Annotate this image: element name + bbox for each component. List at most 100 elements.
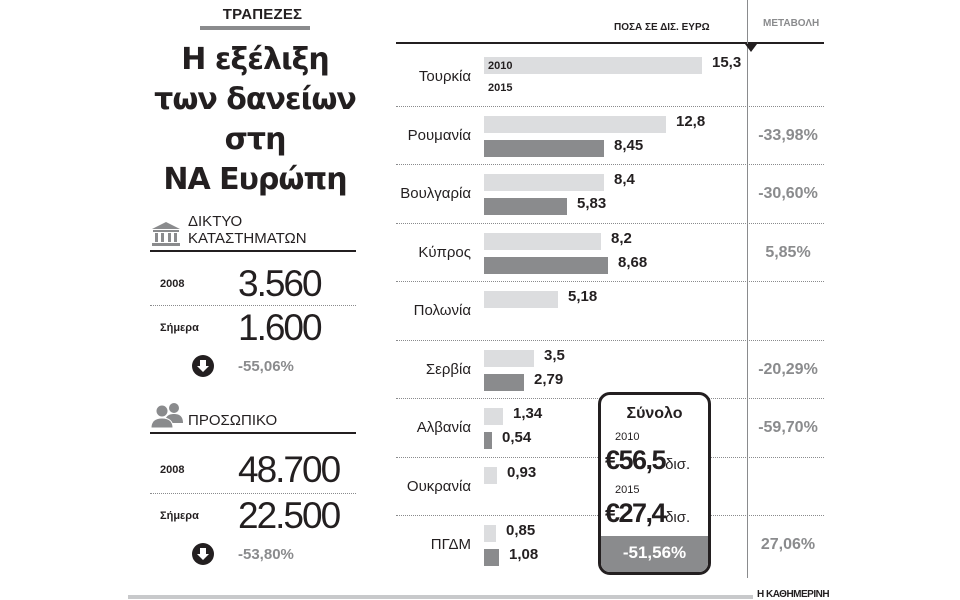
change-percent: -20,29% [758,360,818,378]
branches-row-2008: 2008 3.560 [150,264,356,304]
bar-2010 [484,232,601,250]
legend-2015: 2015 [488,82,513,94]
branches-row-today: Σήμερα 1.600 [150,308,356,348]
bar-2015 [484,373,524,391]
stat-value: 1.600 [238,307,323,348]
stat-label: Σήμερα [160,510,199,522]
staff-row-2008: 2008 48.700 [150,450,356,490]
dotted-divider [150,493,356,494]
chart-row: Πολωνία 5,18 [396,282,824,341]
change-percent: 27,06% [760,536,816,553]
amounts-header: ΠΟΣΑ ΣΕ ΔΙΣ. ΕΥΡΩ [614,22,710,33]
scale-marker-triangle [745,44,757,52]
bar-value-label: 8,68 [618,253,648,271]
change-percent: -30,60% [758,185,818,202]
total-value-2015: €27,4δισ. [605,498,690,529]
bar-2015 [484,549,499,566]
title-line: των δανείων [154,82,357,117]
bar-value-label: 8,4 [614,171,635,188]
bar-value-label: 12,8 [676,112,706,130]
bar-value-label: 0,54 [502,429,532,446]
country-label: Τουρκία [418,68,471,85]
chart-row: Τουρκία 15,3 2010 2015 [396,48,824,107]
chart-row: ΠΓΔΜ 0,85 1,08 27,06% [396,516,824,575]
dotted-row-divider [396,281,824,282]
bar-value-label: 5,18 [568,288,598,305]
bar-2010 [484,174,604,191]
page-title: Η εξέλιξη των δανείων στη ΝΑ Ευρώπη [150,40,360,200]
change-header: ΜΕΤΑΒΟΛΗ [763,18,820,29]
bar-2010 [484,291,558,308]
bar-2010 [484,408,503,425]
legend-2010: 2010 [488,60,513,72]
chart-row: Βουλγαρία 8,4 5,83 -30,60% [396,165,824,224]
change-column-divider [747,0,748,578]
bar-2010 [484,349,534,367]
dotted-divider [150,305,356,306]
country-label: Ρουμανία [407,126,471,144]
staff-row-today: Σήμερα 22.500 [150,496,356,536]
arrow-down-circle-icon [192,543,214,565]
change-percent: -33,98% [758,126,818,144]
total-year-2015: 2015 [615,484,640,496]
people-icon [150,403,183,429]
bar-2010 [484,115,666,133]
chart-row: Ρουμανία 12,8 8,45 -33,98% [396,107,824,165]
stat-value: 3.560 [238,263,323,304]
country-label: Αλβανία [416,419,471,436]
total-unit: δισ. [665,509,691,526]
bar-value-label: 2,79 [534,370,564,388]
total-change: -51,56% [601,536,708,572]
country-label: ΠΓΔΜ [430,536,471,553]
branches-label: ΔΙΚΤΥΟ ΚΑΤΑΣΤΗΜΑΤΩΝ [188,213,307,247]
bar-2015 [484,256,608,274]
stat-label: 2008 [160,278,185,290]
branches-change: -55,06% [192,355,352,379]
title-line: στη [224,122,287,157]
change-percent: -53,80% [238,546,294,563]
stat-label: 2008 [160,464,185,476]
bar-value-label: 8,45 [614,136,644,154]
bar-2015 [484,139,604,157]
staff-header: ΠΡΟΣΩΠΙΚΟ [150,403,356,434]
bar-value-label: 5,83 [577,195,607,212]
chart-row: Σερβία 3,5 2,79 -20,29% [396,341,824,399]
footer-rule [128,595,753,599]
total-amount: €27,4 [605,498,667,528]
bar-2015 [484,198,567,215]
stat-label: Σήμερα [160,322,199,334]
bar-2010 [484,466,497,484]
total-title: Σύνολο [626,405,683,422]
stat-value: 22.500 [238,495,341,536]
change-percent: 5,85% [765,243,811,261]
country-label: Κύπρος [418,243,471,261]
bar-value-label: 0,93 [507,463,537,481]
bank-building-icon [152,222,180,246]
change-percent: -59,70% [758,419,818,436]
total-amount: €56,5 [605,445,667,475]
dotted-row-divider [396,105,824,107]
staff-change: -53,80% [192,543,352,567]
country-label: Πολωνία [413,302,471,319]
title-line: Η εξέλιξη [181,42,329,77]
bar-value-label: 15,3 [712,54,742,71]
chart-row: Κύπρος 8,2 8,68 5,85% [396,224,824,282]
total-summary-box: Σύνολο 2010 €56,5 δισ. 2015 €27,4δισ. -51… [598,392,711,575]
total-year-2010: 2010 [615,431,640,443]
bar-value-label: 8,2 [611,229,632,247]
publisher-credit: Η ΚΑΘΗΜΕΡΙΝΗ [757,589,830,600]
section-kicker: ΤΡΑΠΕΖΕΣ [222,6,303,23]
branches-header: ΔΙΚΤΥΟ ΚΑΤΑΣΤΗΜΑΤΩΝ [150,213,356,252]
dotted-row-divider [396,164,824,165]
dotted-row-divider [396,339,824,341]
bar-2015 [484,432,492,449]
arrow-down-circle-icon [192,355,214,377]
chart-top-rule [396,42,824,44]
bar-value-label: 1,34 [513,405,543,422]
country-label: Σερβία [425,360,471,378]
bar-2010 [484,525,496,542]
dotted-row-divider [396,222,824,224]
kicker-underline [200,26,310,30]
change-percent: -55,06% [238,358,294,375]
bar-value-label: 0,85 [506,522,536,539]
